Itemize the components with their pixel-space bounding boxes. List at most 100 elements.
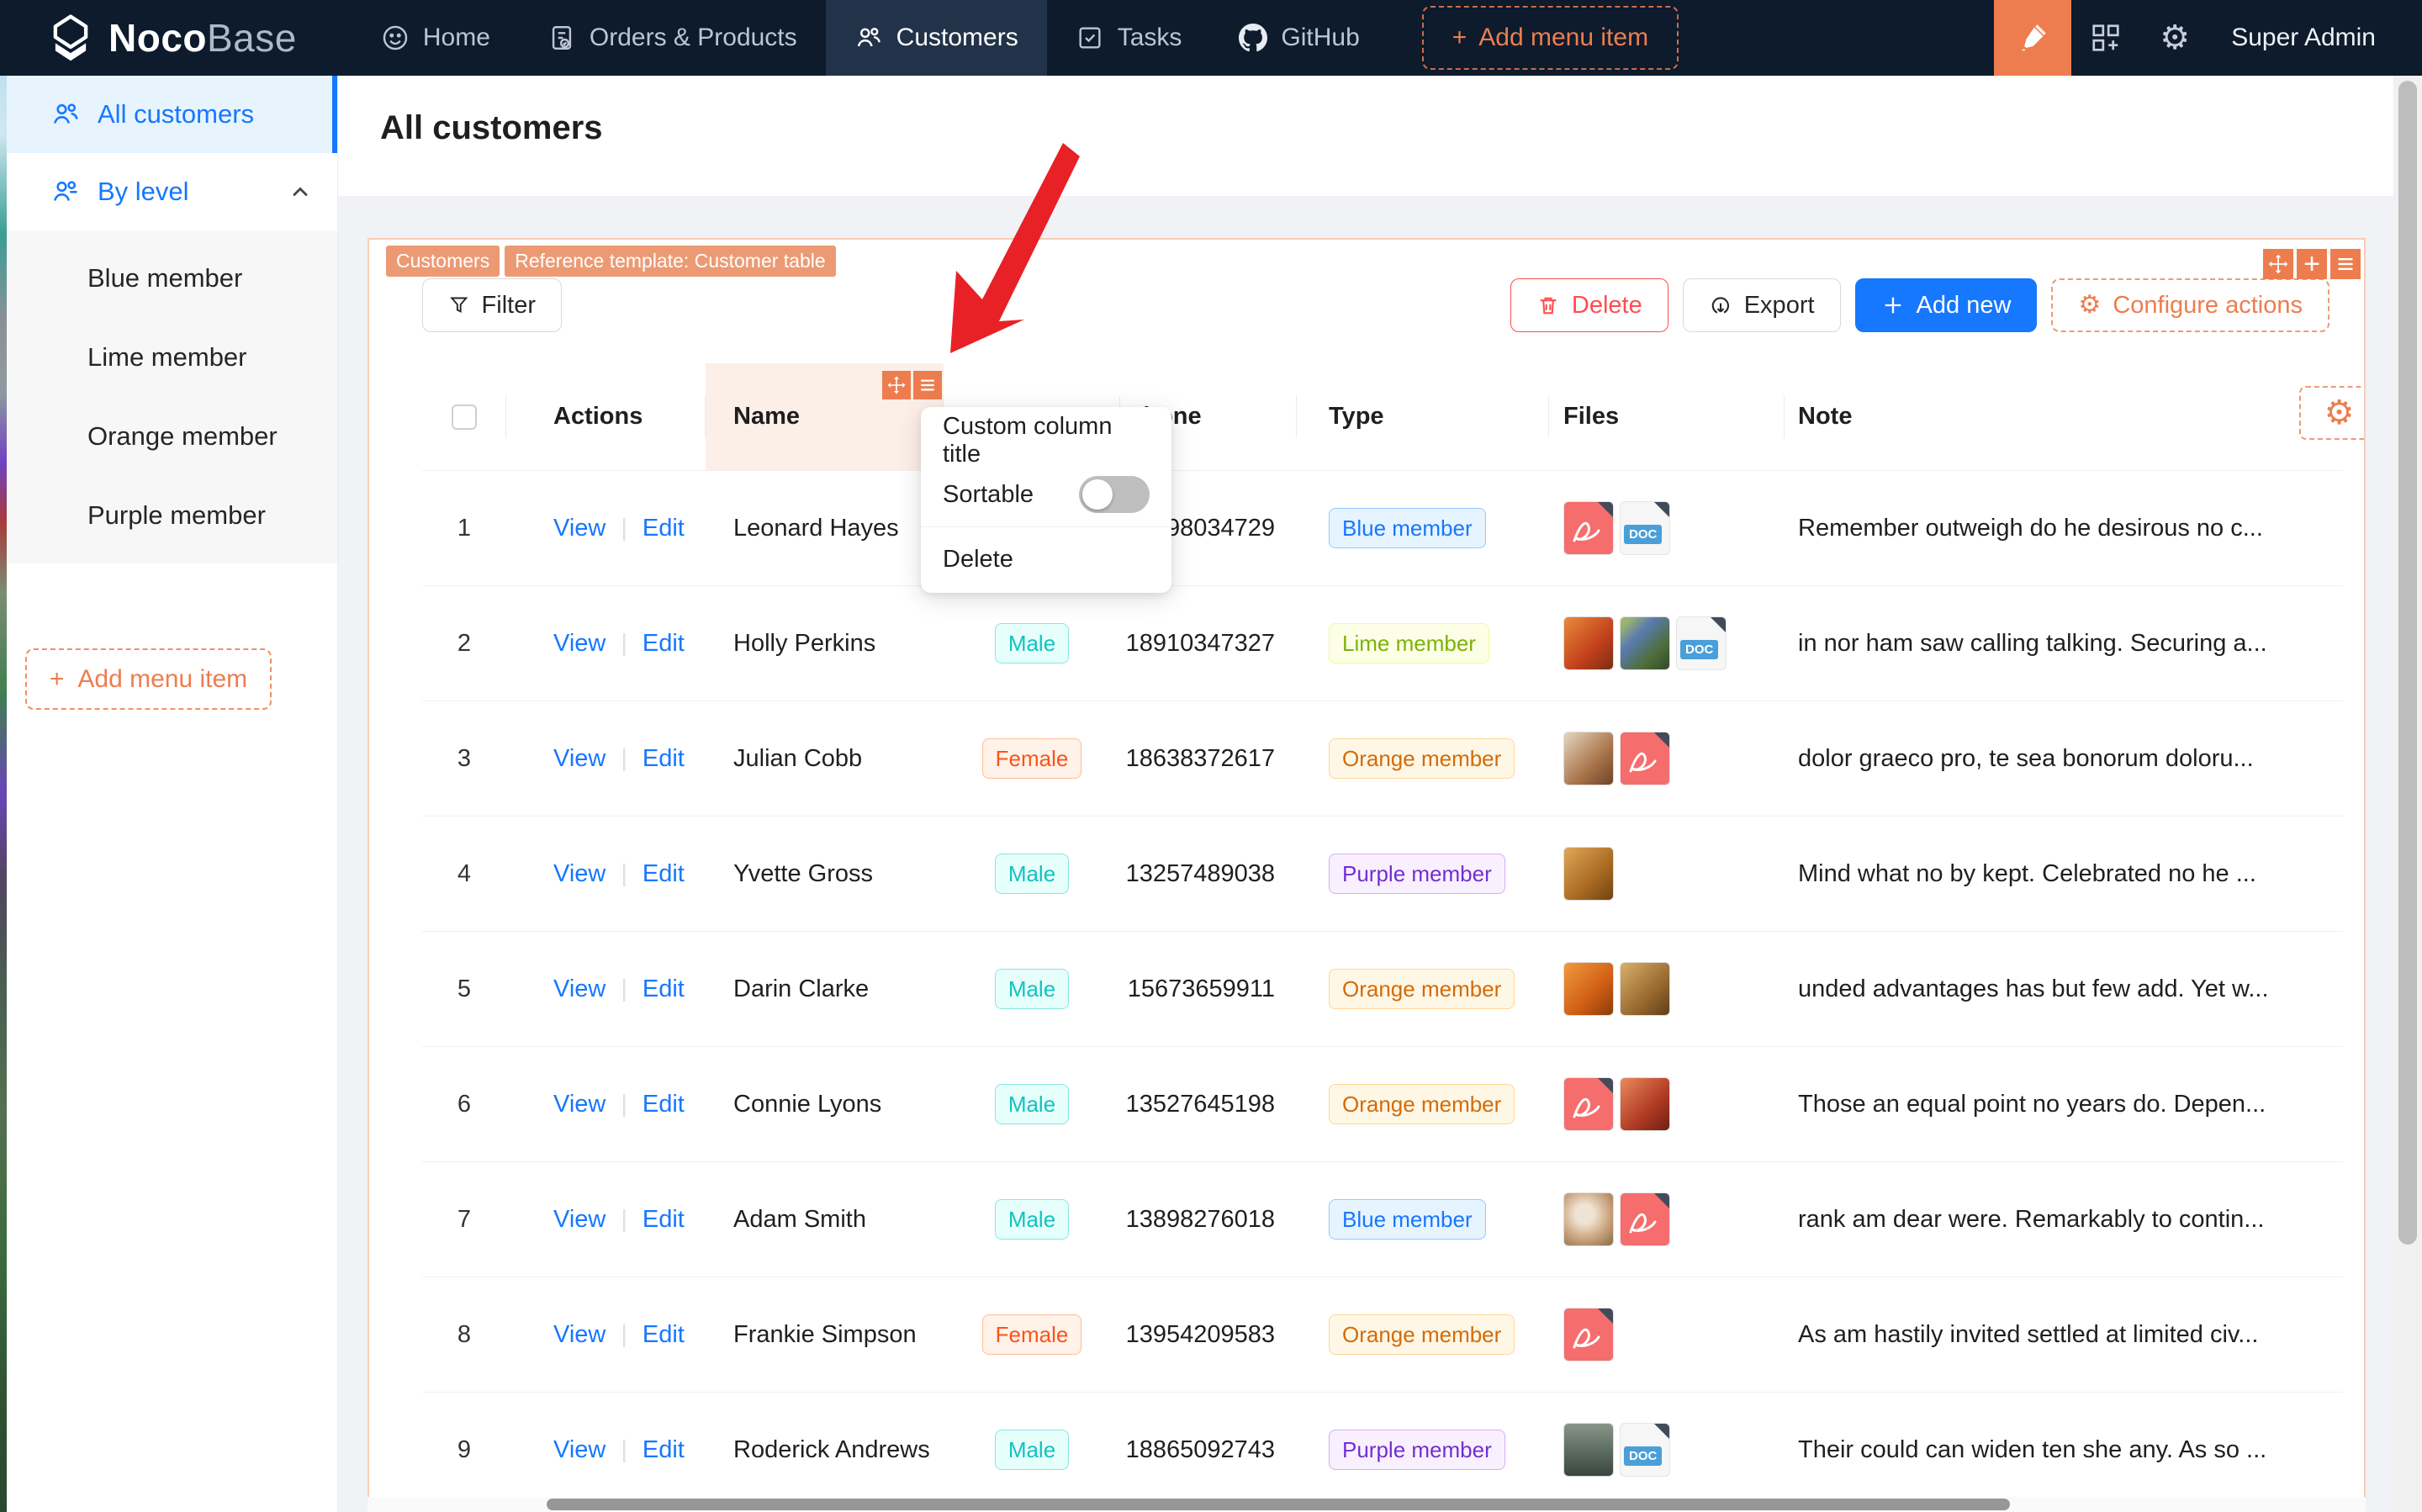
customer-phone: 15673659911 [1127,975,1275,1002]
sidebar-subitem-blue-member[interactable]: Blue member [87,263,243,293]
row-view-link[interactable]: View [553,1320,606,1348]
row-view-link[interactable]: View [553,514,606,542]
nav-item-home[interactable]: Home [352,0,519,76]
column-header-files: Files [1549,363,1785,470]
block-add-icon[interactable]: + [2297,249,2327,279]
block-drag-icon[interactable] [2263,249,2293,279]
block-tag-collection[interactable]: Customers [386,246,500,277]
highlighter-icon [2021,24,2047,51]
block-tag-template[interactable]: Reference template: Customer table [505,246,836,277]
column-menu-icon[interactable] [913,371,942,399]
member-type-tag: Blue member [1329,1199,1486,1240]
pastry-image-thumbnail[interactable] [1563,847,1614,901]
storefront-image-thumbnail[interactable] [1563,1423,1614,1477]
row-edit-link[interactable]: Edit [642,1205,685,1233]
row-view-link[interactable]: View [553,1090,606,1118]
doc-file-icon[interactable]: DOC [1620,1423,1670,1477]
row-edit-link[interactable]: Edit [642,1090,685,1118]
sidebar-item-by-level[interactable]: By level [7,153,337,230]
nav-add-menu-item-button[interactable]: + Add menu item [1421,6,1679,70]
menu-item-custom-column-title[interactable]: Custom column title [943,413,1113,468]
row-view-link[interactable]: View [553,975,606,1002]
vertical-scrollbar-thumb[interactable] [2398,81,2417,1245]
row-edit-link[interactable]: Edit [642,975,685,1002]
action-separator: | [621,1205,627,1233]
plus-icon: + [1452,24,1467,51]
configure-actions-button[interactable]: ⚙ Configure actions [2051,278,2329,332]
sidebar-subitem-purple-member[interactable]: Purple member [87,500,266,530]
onions-image-thumbnail[interactable] [1620,1077,1670,1131]
oranges-image-thumbnail[interactable] [1563,962,1614,1016]
settings-button[interactable]: ⚙ [2140,0,2209,76]
horizontal-scrollbar-thumb[interactable] [547,1499,2010,1510]
select-all-checkbox[interactable] [452,404,477,430]
gender-tag: Male [994,1199,1070,1240]
pdf-file-icon[interactable] [1563,1077,1614,1131]
sidebar-subitem-orange-member[interactable]: Orange member [87,421,278,451]
food-image-thumbnail[interactable] [1563,732,1614,785]
pdf-file-icon[interactable] [1620,732,1670,785]
row-index: 2 [457,629,472,657]
pdf-file-icon[interactable] [1620,1192,1670,1246]
sidebar-add-menu-item-button[interactable]: + Add menu item [25,648,272,710]
doc-file-icon[interactable]: DOC [1620,501,1670,555]
fruit-image-thumbnail[interactable] [1563,616,1614,670]
table-toolbar: Filter Delete Export [369,278,2364,334]
sidebar-subitem-lime-member[interactable]: Lime member [87,342,247,372]
main-menu: Home Orders & Products Customers [352,0,1679,76]
row-edit-link[interactable]: Edit [642,514,685,542]
plugin-manager-button[interactable] [2071,0,2140,76]
sidebar: All customers By level Blue member Lime … [7,76,338,1512]
trash-icon [1540,297,1557,315]
doc-file-icon[interactable]: DOC [1676,616,1727,670]
plant-image-thumbnail[interactable] [1620,616,1670,670]
customer-note: rank am dear were. Remarkably to contin.… [1798,1205,2265,1233]
page-title: All customers [380,109,603,146]
add-new-button[interactable]: Add new [1854,278,2038,332]
column-drag-icon[interactable] [882,371,911,399]
row-edit-link[interactable]: Edit [642,744,685,772]
row-edit-link[interactable]: Edit [642,629,685,657]
pdf-file-icon[interactable] [1563,501,1614,555]
ui-editor-button[interactable] [1994,0,2072,76]
pdf-file-icon[interactable] [1563,1308,1614,1361]
files-cell: DOC [1549,1393,1785,1507]
delete-button[interactable]: Delete [1510,278,1668,332]
block-menu-icon[interactable] [2330,249,2361,279]
menu-item-delete[interactable]: Delete [943,545,1013,573]
buns-image-thumbnail[interactable] [1620,962,1670,1016]
configure-columns-button[interactable]: ⚙ [2299,386,2364,440]
nav-item-github[interactable]: GitHub [1210,0,1388,76]
row-edit-link[interactable]: Edit [642,1435,685,1463]
row-view-link[interactable]: View [553,629,606,657]
row-view-link[interactable]: View [553,744,606,772]
row-view-link[interactable]: View [553,1205,606,1233]
row-index: 8 [457,1320,472,1348]
action-separator: | [621,1090,627,1118]
sidebar-item-all-customers[interactable]: All customers [7,76,337,153]
nav-item-tasks[interactable]: Tasks [1047,0,1211,76]
nav-item-customers[interactable]: Customers [825,0,1047,76]
horizontal-scrollbar[interactable] [368,1497,2366,1512]
nocobase-logo[interactable]: NocoBase [0,13,297,62]
user-menu[interactable]: Super Admin [2231,24,2376,51]
filter-button[interactable]: Filter [422,278,562,332]
nav-item-label: Home [422,24,490,51]
row-view-link[interactable]: View [553,859,606,887]
customers-table-block: Customers Reference template: Customer t… [368,238,2366,1512]
customer-name: Darin Clarke [733,975,870,1002]
nav-item-orders-products[interactable]: Orders & Products [519,0,826,76]
coffee-image-thumbnail[interactable] [1563,1192,1614,1246]
row-edit-link[interactable]: Edit [642,1320,685,1348]
customer-note: dolor graeco pro, te sea bonorum doloru.… [1798,744,2254,772]
column-header-name[interactable]: Name [706,363,944,470]
gender-tag: Female [981,738,1082,779]
files-cell [1549,1162,1785,1277]
menu-item-sortable[interactable]: Sortable [921,468,1171,521]
row-view-link[interactable]: View [553,1435,606,1463]
sortable-toggle[interactable] [1079,476,1150,513]
customers-table: Actions Name [422,363,2343,1508]
export-button[interactable]: Export [1682,278,1841,332]
row-edit-link[interactable]: Edit [642,859,685,887]
vertical-scrollbar[interactable] [2393,76,2422,1512]
